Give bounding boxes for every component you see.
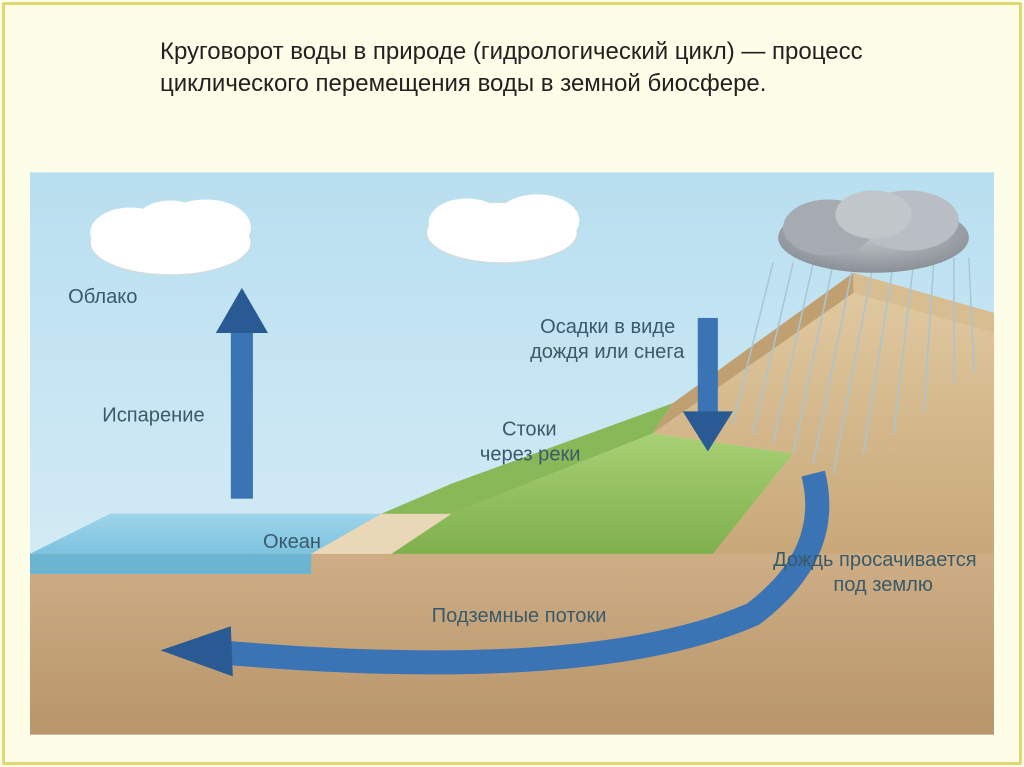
slide: Круговорот воды в природе (гидрологическ…	[0, 0, 1024, 767]
label-infiltrate-l2: под землю	[833, 574, 933, 596]
white-cloud-left	[90, 199, 251, 274]
label-precipitation-l2: дождя или снега	[530, 341, 685, 363]
label-infiltrate-l1: Дождь просачивается	[773, 549, 977, 571]
label-precipitation-l1: Осадки в виде	[540, 316, 675, 338]
ocean-front	[30, 554, 311, 574]
white-cloud-mid	[427, 194, 580, 262]
label-runoff-l2: через реки	[480, 444, 581, 466]
diagram-svg: Облако Испарение Океан Осадки в виде дож…	[30, 170, 994, 737]
label-cloud: Облако	[68, 286, 137, 308]
label-evaporation: Испарение	[102, 404, 204, 426]
label-ocean: Океан	[263, 531, 321, 553]
label-runoff-l1: Стоки	[502, 418, 557, 440]
title-text: Круговорот воды в природе (гидрологическ…	[160, 36, 924, 101]
water-cycle-diagram: Облако Испарение Океан Осадки в виде дож…	[30, 170, 994, 737]
label-groundwater: Подземные потоки	[432, 605, 607, 627]
